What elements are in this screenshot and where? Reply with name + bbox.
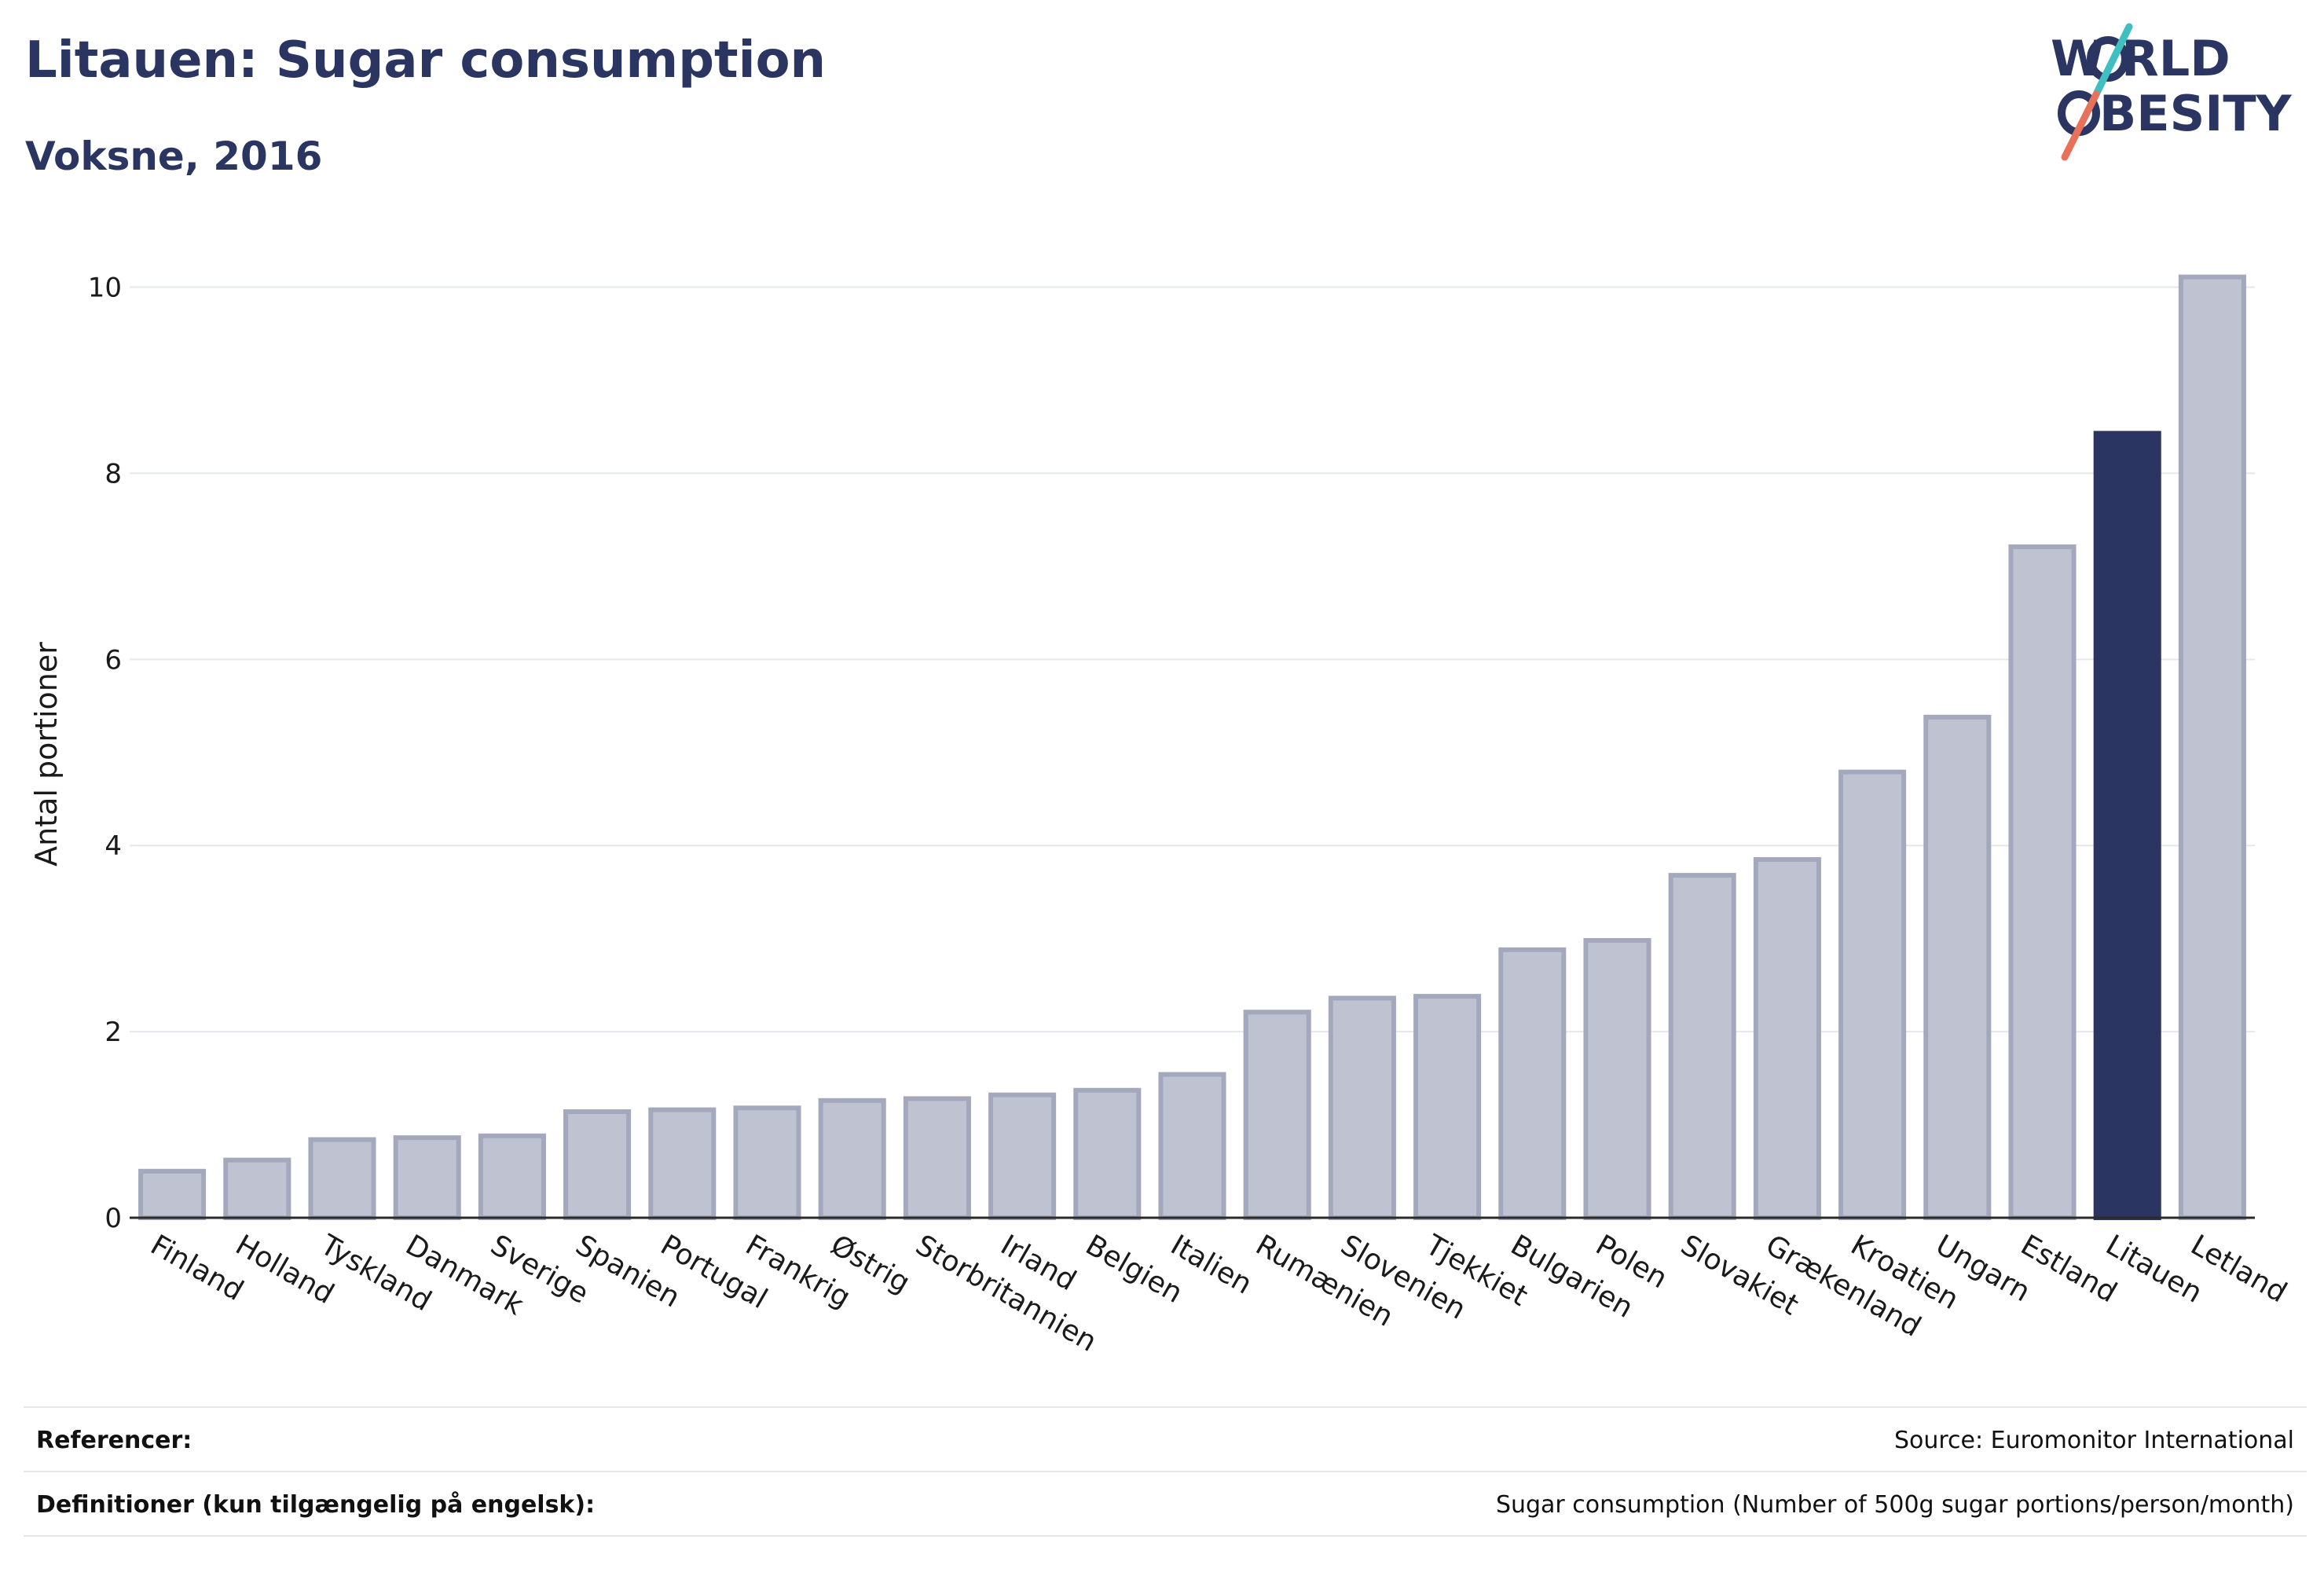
y-tick-label: 0 — [104, 1203, 122, 1234]
definitions-row: Definitioner (kun tilgængelig på engelsk… — [24, 1471, 2307, 1535]
bar-østrig — [818, 1098, 886, 1221]
bar-polen — [1583, 938, 1651, 1221]
x-tick-label: Belgien — [1080, 1229, 1188, 1310]
bar-ungarn — [1923, 714, 1992, 1220]
bar-finland — [138, 1168, 207, 1221]
bar-italien — [1158, 1072, 1226, 1221]
bar-holland — [223, 1157, 291, 1220]
references-label: Referencer: — [36, 1427, 192, 1454]
y-tick-label: 6 — [104, 644, 122, 676]
bar-tjekkiet — [1413, 994, 1482, 1220]
x-tick-labels: FinlandHollandTysklandDanmarkSverigeSpan… — [145, 1229, 2293, 1358]
y-tick-label: 2 — [104, 1017, 122, 1048]
page-subtitle: Voksne, 2016 — [25, 134, 323, 179]
bar-letland — [2178, 274, 2246, 1220]
bar-sverige — [478, 1133, 546, 1220]
x-tick-label: Estland — [2015, 1229, 2122, 1309]
bar-danmark — [393, 1135, 461, 1220]
x-tick-label: Letland — [2185, 1229, 2292, 1309]
bar-storbritannien — [903, 1096, 971, 1220]
world-obesity-logo: W RLD BESITY — [2051, 23, 2293, 161]
bar-slovakiet — [1668, 873, 1736, 1220]
bar-portugal — [648, 1107, 717, 1220]
bar-chart: 0 2 4 6 8 10 FinlandHollandTysklandDanmarkSve… — [29, 273, 2293, 1358]
y-tick-labels: 0 2 4 6 8 10 — [88, 273, 122, 1234]
logo-line2: BESITY — [2099, 85, 2293, 142]
references-value: Source: Euromonitor International — [1893, 1427, 2294, 1454]
logo-slash-bottom — [2061, 90, 2100, 161]
bar-spanien — [563, 1109, 632, 1220]
y-tick-label: 8 — [104, 458, 122, 489]
bar-tyskland — [308, 1137, 376, 1221]
y-axis-title: Antal portioner — [29, 642, 64, 867]
bar-frankrig — [733, 1105, 801, 1221]
y-tick-label: 4 — [104, 830, 122, 862]
bar-rumænien — [1243, 1010, 1311, 1221]
bar-irland — [988, 1092, 1057, 1221]
definitions-label: Definitioner (kun tilgængelig på engelsk… — [36, 1491, 596, 1519]
bar-belgien — [1073, 1087, 1142, 1220]
bars — [138, 274, 2246, 1221]
x-tick-label: Litauen — [2100, 1229, 2208, 1310]
bar-grækenland — [1753, 856, 1821, 1220]
logo-slash-top — [2092, 23, 2133, 98]
x-tick-label: Finland — [145, 1229, 249, 1307]
x-tick-label: Holland — [230, 1229, 339, 1310]
bar-estland — [2008, 544, 2077, 1220]
bar-kroatien — [1838, 769, 1907, 1220]
page-title: Litauen: Sugar consumption — [25, 31, 827, 90]
references-row: Referencer: Source: Euromonitor Internat… — [24, 1406, 2307, 1471]
footer-bottom-rule — [24, 1535, 2307, 1537]
logo-line1: W RLD — [2051, 30, 2231, 87]
bar-litauen — [2093, 431, 2161, 1220]
y-tick-label: 10 — [88, 273, 122, 304]
bar-bulgarien — [1498, 947, 1567, 1220]
bar-slovenien — [1328, 995, 1396, 1221]
definitions-value: Sugar consumption (Number of 500g sugar … — [1495, 1491, 2294, 1519]
